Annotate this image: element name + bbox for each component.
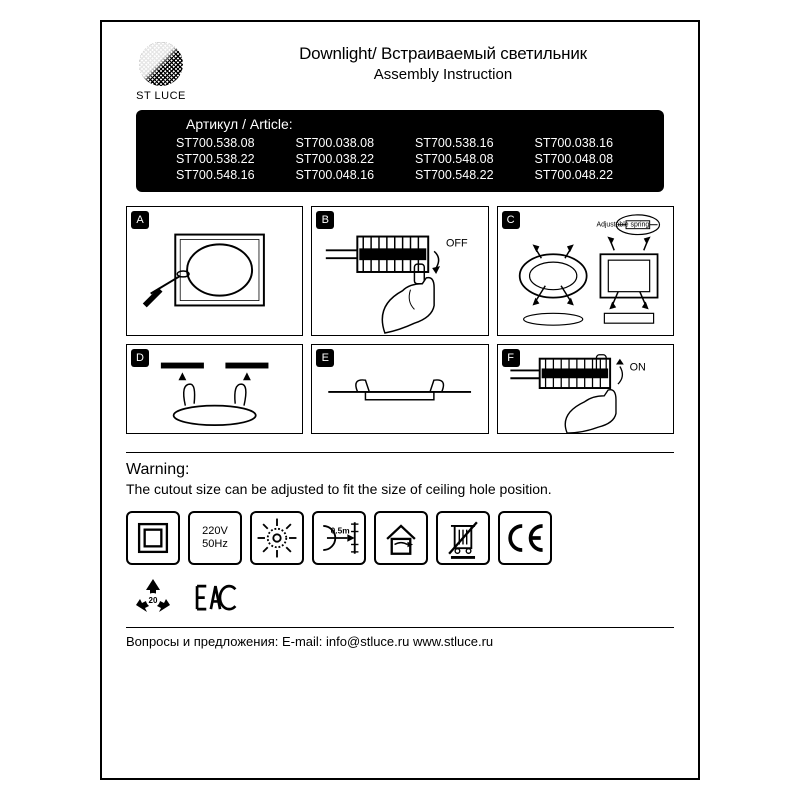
- title-block: Downlight/ Встраиваемый светильник Assem…: [212, 42, 674, 83]
- step-c-diagram-icon: Adjustable spring: [498, 207, 673, 335]
- on-label: ON: [629, 361, 645, 373]
- article-code: ST700.538.16: [415, 136, 525, 150]
- article-code: ST700.548.08: [415, 152, 525, 166]
- class2-insulation-icon: [126, 511, 180, 565]
- recycle-icon: 20: [130, 575, 176, 621]
- step-d: D: [126, 344, 303, 434]
- article-code: ST700.538.22: [176, 152, 286, 166]
- divider: [126, 627, 674, 628]
- article-code: ST700.538.08: [176, 136, 286, 150]
- title-sub: Assembly Instruction: [212, 66, 674, 83]
- article-block: Артикул / Article: ST700.538.08 ST700.03…: [136, 110, 664, 192]
- step-f: F ON: [497, 344, 674, 434]
- step-a: A: [126, 206, 303, 336]
- warning-text: The cutout size can be adjusted to fit t…: [126, 481, 674, 497]
- eac-mark-icon: [194, 575, 240, 621]
- lamp-type-icon: [250, 511, 304, 565]
- article-code: ST700.048.22: [535, 168, 645, 182]
- footer-site: www.stluce.ru: [413, 634, 493, 649]
- divider: [126, 452, 674, 453]
- article-code: ST700.048.08: [535, 152, 645, 166]
- step-b: B OFF: [311, 206, 488, 336]
- instruction-sheet: ST LUCE Downlight/ Встраиваемый светильн…: [100, 20, 700, 780]
- svg-text:20: 20: [149, 596, 158, 605]
- footer: Вопросы и предложения: E-mail: info@stlu…: [126, 634, 674, 649]
- step-a-diagram-icon: [127, 207, 302, 335]
- step-f-diagram-icon: ON: [498, 345, 673, 433]
- voltage-spec-icon: 220V 50Hz: [188, 511, 242, 565]
- footer-prefix: Вопросы и предложения: E-mail:: [126, 634, 322, 649]
- article-code: ST700.038.08: [296, 136, 406, 150]
- article-heading: Артикул / Article:: [146, 116, 654, 132]
- title-main: Downlight/ Встраиваемый светильник: [212, 44, 674, 64]
- footer-email: info@stluce.ru: [326, 634, 409, 649]
- step-c: C Adjustable spring: [497, 206, 674, 336]
- steps-row-2: D E F ON: [126, 344, 674, 434]
- warning-heading: Warning:: [126, 461, 674, 479]
- off-label: OFF: [446, 237, 468, 249]
- indoor-use-icon: [374, 511, 428, 565]
- article-code: ST700.548.22: [415, 168, 525, 182]
- article-code: ST700.038.16: [535, 136, 645, 150]
- voltage-text: 220V 50Hz: [202, 525, 228, 551]
- brand-block: ST LUCE: [126, 42, 196, 102]
- step-e-diagram-icon: [312, 345, 487, 433]
- distance-spec-icon: 0.5m: [312, 511, 366, 565]
- spec-icons-row: 220V 50Hz 0.5m: [126, 511, 674, 565]
- article-grid: ST700.538.08 ST700.038.08 ST700.538.16 S…: [146, 136, 654, 182]
- step-b-diagram-icon: OFF: [312, 207, 487, 335]
- brand-logo-icon: [139, 42, 183, 86]
- article-code: ST700.548.16: [176, 168, 286, 182]
- brand-name: ST LUCE: [126, 90, 196, 102]
- step-d-diagram-icon: [127, 345, 302, 433]
- svg-text:0.5m: 0.5m: [331, 525, 350, 535]
- article-code: ST700.048.16: [296, 168, 406, 182]
- steps-row-1: A B OFF: [126, 206, 674, 336]
- ce-mark-icon: [498, 511, 552, 565]
- article-code: ST700.038.22: [296, 152, 406, 166]
- step-e: E: [311, 344, 488, 434]
- weee-bin-icon: [436, 511, 490, 565]
- header: ST LUCE Downlight/ Встраиваемый светильн…: [126, 42, 674, 102]
- bottom-icons-row: 20: [130, 575, 674, 621]
